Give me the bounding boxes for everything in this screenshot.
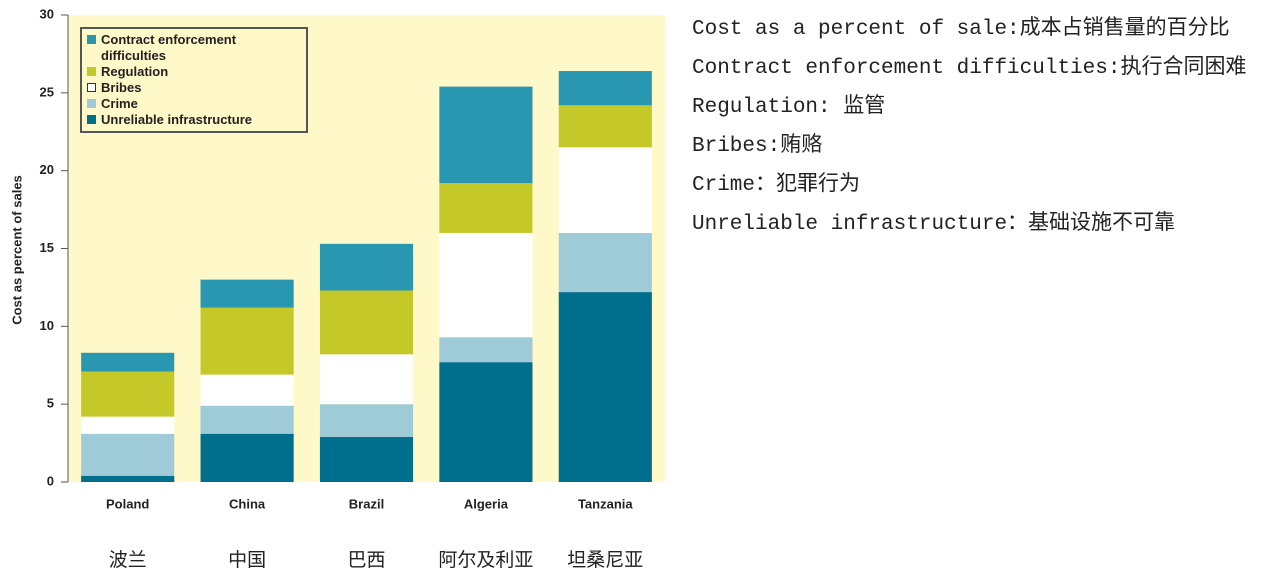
y-tick-label: 15 [40, 240, 54, 255]
bar-segment [81, 475, 175, 482]
glossary: Cost as a percent of sale:成本占销售量的百分比 Cont… [692, 10, 1262, 244]
bar-segment [200, 433, 294, 482]
bar-segment [439, 183, 533, 233]
bar-segment [558, 71, 652, 106]
x-tick-label: Poland [106, 496, 149, 511]
legend-label: Crime [101, 96, 138, 111]
legend-swatch [87, 67, 96, 76]
bar-segment [81, 433, 175, 476]
bar-segment [439, 337, 533, 363]
bar-segment [319, 436, 414, 482]
glossary-entry: Regulation: 监管 [692, 96, 886, 119]
legend: Contract enforcement difficulties Regulat… [80, 27, 308, 133]
glossary-entry: Bribes:贿赂 [692, 135, 823, 158]
bar-segment [81, 416, 175, 434]
legend-swatch [87, 83, 96, 92]
legend-label: Contract enforcement difficulties [101, 32, 237, 63]
legend-item: Contract enforcement difficulties [86, 32, 302, 64]
bar-segment [439, 86, 533, 184]
y-tick-label: 10 [40, 318, 54, 333]
legend-label: Regulation [101, 64, 169, 79]
legend-item: Unreliable infrastructure [86, 112, 302, 128]
bar-segment [558, 105, 652, 148]
y-axis-label: Cost as percent of sales [9, 175, 24, 325]
legend-swatch [87, 99, 96, 108]
legend-item: Bribes [86, 80, 302, 96]
y-tick-label: 30 [40, 6, 54, 21]
legend-item: Crime [86, 96, 302, 112]
glossary-entry: Crime：犯罪行为 [692, 174, 861, 197]
bar-segment [200, 374, 294, 406]
legend-swatch [87, 115, 96, 124]
bar-segment [439, 362, 533, 482]
x-translation: 巴西 [347, 549, 385, 571]
y-tick-label: 20 [40, 162, 54, 177]
bar-segment [200, 405, 294, 434]
bar-segment [439, 232, 533, 338]
y-tick-label: 25 [40, 84, 54, 99]
x-translation: 波兰 [109, 549, 147, 571]
legend-label: Bribes [101, 80, 142, 95]
legend-item: Regulation [86, 64, 302, 80]
bar-segment [558, 292, 652, 482]
x-translation: 阿尔及利亚 [438, 549, 533, 571]
bar-segment [319, 404, 414, 437]
bar-segment [200, 279, 294, 308]
legend-label: Unreliable infrastructure [101, 112, 252, 127]
bar-segment [319, 243, 414, 291]
x-tick-label: Algeria [464, 496, 509, 511]
bar-segment [200, 307, 294, 375]
x-tick-label: Tanzania [578, 496, 633, 511]
glossary-entry: Unreliable infrastructure：基础设施不可靠 [692, 213, 1176, 236]
bar-segment [319, 290, 414, 355]
x-tick-label: Brazil [349, 496, 384, 511]
bar-segment [319, 354, 414, 405]
glossary-entry: Cost as a percent of sale:成本占销售量的百分比 [692, 18, 1230, 41]
y-tick-label: 0 [47, 473, 54, 488]
y-tick-label: 5 [47, 396, 54, 411]
bar-segment [558, 232, 652, 293]
glossary-entry: Contract enforcement difficulties:执行合同困难 [692, 57, 1247, 80]
bar-segment [81, 371, 175, 417]
x-translation: 坦桑尼亚 [567, 549, 643, 571]
x-tick-label: China [229, 496, 266, 511]
bar-segment [81, 352, 175, 372]
chart: Cost as percent of sales 0 5 10 15 20 25 30 Pol… [9, 6, 665, 571]
legend-swatch [87, 35, 96, 44]
x-translation: 中国 [228, 549, 266, 571]
bar-segment [558, 147, 652, 233]
